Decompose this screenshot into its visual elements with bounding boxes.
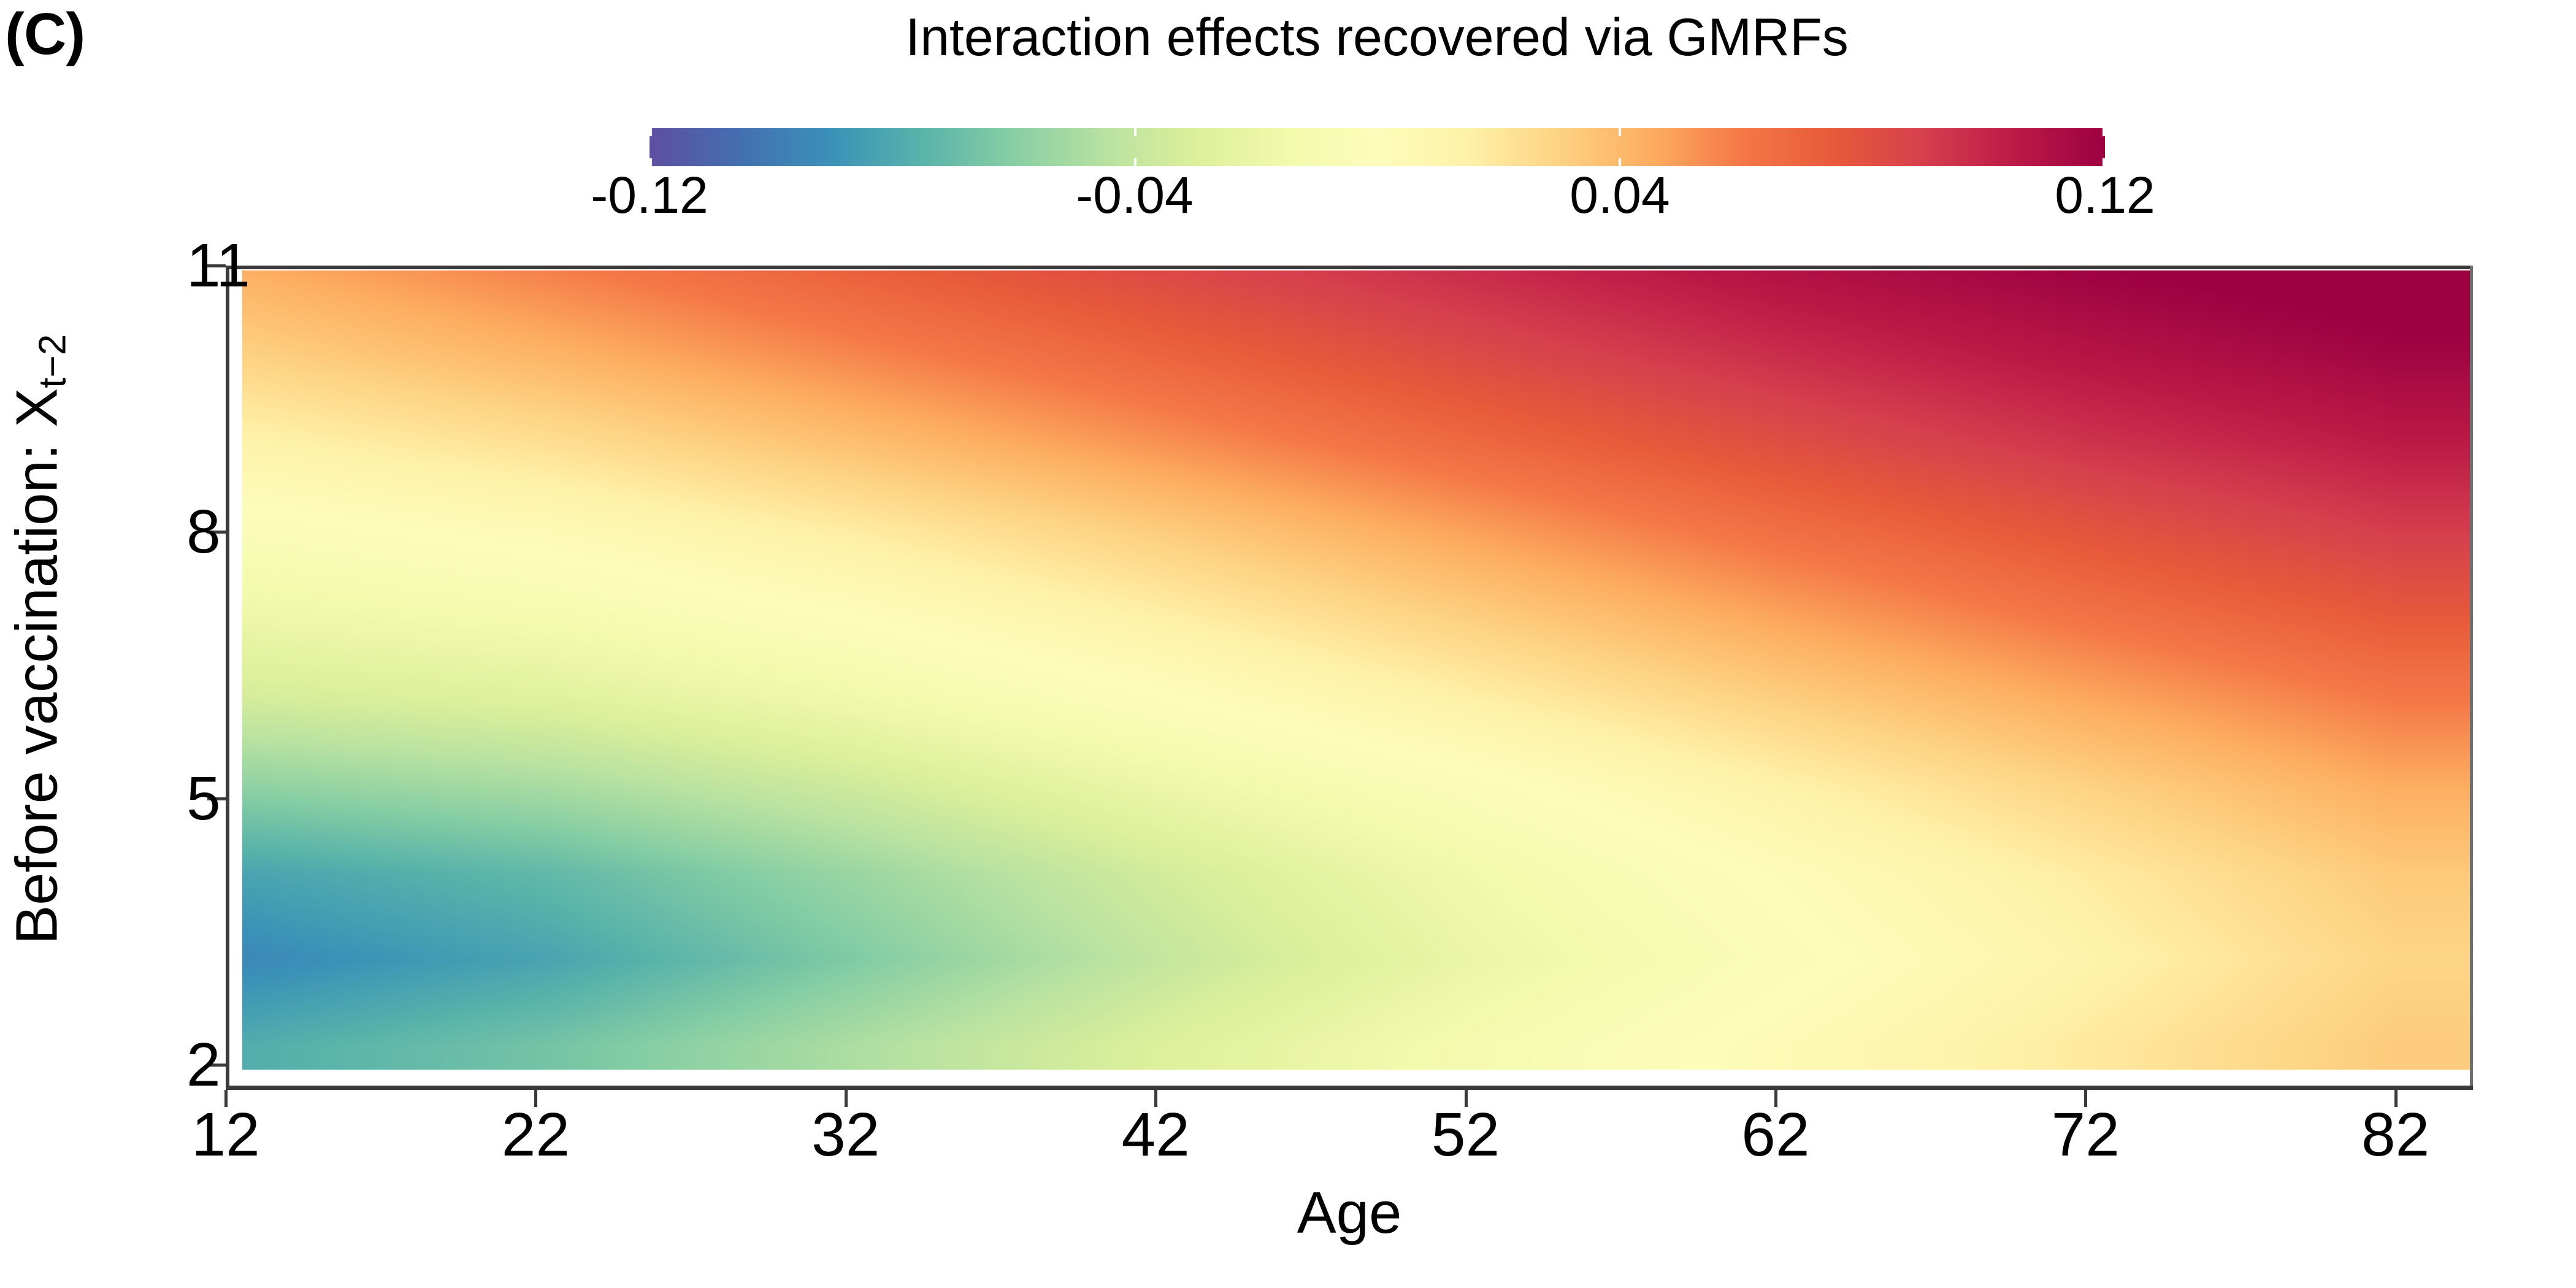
panel-label: (C) xyxy=(5,1,85,67)
y-axis-tick-label: 11 xyxy=(186,231,250,300)
x-axis-tick-label: 82 xyxy=(2361,1100,2430,1169)
y-axis-tick xyxy=(207,1064,226,1067)
colorbar-tick-labels: -0.12 -0.04 0.04 0.12 xyxy=(591,166,2155,237)
x-axis-tick xyxy=(2084,1090,2088,1107)
y-axis-tick-label: 5 xyxy=(186,764,221,833)
x-axis-tick xyxy=(1774,1090,1777,1107)
colorbar-title: Interaction effects recovered via GMRFs xyxy=(905,8,1849,67)
colorbar-gradient xyxy=(650,128,2105,166)
x-axis-tick-label: 72 xyxy=(2051,1100,2120,1169)
y-axis-tick xyxy=(207,531,226,534)
axis-spine-top xyxy=(226,266,2473,269)
y-axis-tick xyxy=(207,797,226,800)
colorbar xyxy=(650,128,2105,166)
x-axis-tick-label: 32 xyxy=(811,1100,880,1169)
x-axis-title: Age xyxy=(1297,1180,1402,1246)
x-axis-tick-labels: 12 22 32 42 52 62 72 82 xyxy=(0,1104,2576,1178)
heatmap-image xyxy=(242,270,2473,1070)
x-axis-tick xyxy=(1154,1090,1158,1107)
y-axis-tick xyxy=(207,264,226,267)
y-axis-title: Before vaccination: Xt−2 xyxy=(4,240,74,1038)
y-axis-tick-labels: 2 5 8 11 xyxy=(0,235,250,1095)
axis-spine-right xyxy=(2470,266,2473,1090)
colorbar-tick-label: 0.04 xyxy=(1570,166,1670,224)
x-axis-tick-label: 42 xyxy=(1121,1100,1190,1169)
y-axis-title-subscript: t−2 xyxy=(31,334,74,388)
axis-spine-left xyxy=(226,266,229,1090)
colorbar-tick-label: -0.12 xyxy=(591,166,708,224)
y-axis-tick-label: 8 xyxy=(186,497,221,567)
x-axis-tick xyxy=(1464,1090,1468,1107)
x-axis-tick-label: 22 xyxy=(501,1100,570,1169)
x-axis-tick-label: 52 xyxy=(1431,1100,1500,1169)
x-axis-tick xyxy=(2394,1090,2398,1107)
x-axis-tick xyxy=(224,1090,228,1107)
x-axis-tick-label: 62 xyxy=(1741,1100,1810,1169)
heatmap-axes xyxy=(207,264,2473,1107)
x-axis-tick xyxy=(844,1090,848,1107)
y-axis-tick-label: 2 xyxy=(186,1030,221,1100)
axis-spine-bottom xyxy=(226,1086,2473,1090)
colorbar-tick-label: 0.12 xyxy=(2055,166,2155,224)
x-axis-tick xyxy=(534,1090,538,1107)
y-axis-title-text: Before vaccination: X xyxy=(4,388,70,945)
colorbar-tick-label: -0.04 xyxy=(1076,166,1194,224)
x-axis-tick-label: 12 xyxy=(191,1100,260,1169)
